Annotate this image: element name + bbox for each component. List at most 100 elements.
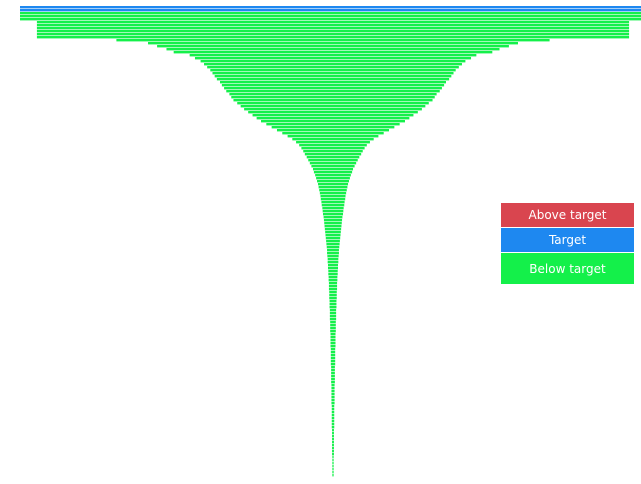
funnel-bar-below-target xyxy=(331,375,335,378)
funnel-bar-below-target xyxy=(327,264,339,267)
funnel-bar-below-target xyxy=(330,348,336,351)
funnel-bar-below-target xyxy=(212,72,454,75)
funnel-bar-below-target xyxy=(229,93,437,96)
funnel-bar-below-target xyxy=(20,15,641,18)
funnel-bar-below-target xyxy=(328,282,338,285)
funnel-bar-below-target xyxy=(231,96,435,99)
funnel-bar-below-target xyxy=(325,231,341,234)
funnel-bar-below-target xyxy=(330,360,336,363)
funnel-bar-below-target xyxy=(322,207,344,210)
funnel-bar-below-target xyxy=(256,117,410,120)
legend-item-target: Target xyxy=(501,228,634,252)
funnel-bar-below-target xyxy=(319,192,347,195)
funnel-bar-below-target xyxy=(327,249,339,252)
funnel-bar-below-target xyxy=(292,138,374,141)
funnel-bar-below-target xyxy=(332,435,334,438)
funnel-bar-below-target xyxy=(330,363,336,366)
funnel-bar-below-target xyxy=(322,213,344,216)
funnel-bar-below-target xyxy=(266,123,400,126)
funnel-bar-below-target xyxy=(330,351,336,354)
funnel-bar-below-target xyxy=(331,399,335,402)
funnel-bar-below-target xyxy=(207,66,459,69)
funnel-bar-below-target xyxy=(330,324,336,327)
funnel-bar-below-target xyxy=(210,69,456,72)
funnel-bar-below-target xyxy=(329,297,337,300)
funnel-bar-below-target xyxy=(328,273,338,276)
funnel-bar-below-target xyxy=(299,144,367,147)
funnel-bar-below-target xyxy=(220,81,446,84)
funnel-bar-below-target xyxy=(332,441,334,444)
funnel-bar-below-target xyxy=(332,459,334,462)
funnel-bar-below-target xyxy=(328,288,338,291)
funnel-bar-below-target xyxy=(331,411,335,414)
funnel-bar-below-target xyxy=(189,54,477,57)
funnel-bar-below-target xyxy=(248,111,418,114)
funnel-bar-below-target xyxy=(329,303,337,306)
funnel-bar-below-target xyxy=(157,45,509,48)
funnel-bar-below-target xyxy=(20,18,641,21)
funnel-bar-below-target xyxy=(240,105,426,108)
funnel-bar-below-target xyxy=(331,420,335,423)
funnel-bar-below-target xyxy=(329,294,337,297)
funnel-bar-below-target xyxy=(330,339,336,342)
funnel-bar-below-target xyxy=(329,315,337,318)
funnel-bar-below-target xyxy=(331,396,335,399)
funnel-bar-below-target xyxy=(332,465,334,468)
funnel-bar-below-target xyxy=(261,120,405,123)
funnel-bar-below-target xyxy=(332,429,334,432)
funnel-bar-below-target xyxy=(321,201,345,204)
funnel-bar-below-target xyxy=(330,321,336,324)
funnel-bar-below-target xyxy=(332,438,334,441)
funnel-bar-below-target xyxy=(330,333,336,336)
funnel-bar-target xyxy=(20,6,641,9)
funnel-bar-below-target xyxy=(330,330,336,333)
funnel-bar-below-target xyxy=(276,129,390,132)
funnel-bar-below-target xyxy=(332,432,334,435)
funnel-bar-below-target xyxy=(331,414,335,417)
funnel-bar-below-target xyxy=(303,150,363,153)
funnel-bar-below-target xyxy=(331,393,335,396)
funnel-bar-below-target xyxy=(166,48,500,51)
funnel-bar-below-target xyxy=(331,408,335,411)
funnel-bar-below-target xyxy=(214,75,452,78)
funnel-bar-below-target xyxy=(287,135,379,138)
funnel-bar-below-target xyxy=(322,210,344,213)
funnel-bar-below-target xyxy=(323,219,343,222)
funnel-bar-below-target xyxy=(36,21,630,24)
funnel-bar-below-target xyxy=(321,204,345,207)
funnel-bar-below-target xyxy=(327,258,339,261)
funnel-bar-below-target xyxy=(326,243,340,246)
funnel-bar-below-target xyxy=(331,366,335,369)
funnel-bar-below-target xyxy=(308,159,358,162)
funnel-bar-below-target xyxy=(329,291,337,294)
funnel-bar-below-target xyxy=(332,462,334,465)
funnel-bar-below-target xyxy=(309,162,357,165)
funnel-bar-below-target xyxy=(36,27,630,30)
funnel-bar-below-target xyxy=(328,270,338,273)
funnel-bar-below-target xyxy=(173,51,493,54)
funnel-bar-below-target xyxy=(224,87,442,90)
funnel-bar-below-target xyxy=(331,405,335,408)
funnel-bar-below-target xyxy=(330,345,336,348)
funnel-bar-below-target xyxy=(319,189,347,192)
funnel-bar-below-target xyxy=(332,450,334,453)
funnel-bar-below-target xyxy=(332,471,334,474)
funnel-bar-below-target xyxy=(329,318,337,321)
funnel-bar-below-target xyxy=(332,468,334,471)
funnel-bar-below-target xyxy=(320,195,346,198)
funnel-bar-below-target xyxy=(331,426,335,429)
funnel-bar-below-target xyxy=(36,24,630,27)
funnel-bar-below-target xyxy=(304,153,362,156)
funnel-bar-below-target xyxy=(329,309,337,312)
funnel-bar-below-target xyxy=(324,228,342,231)
funnel-bar-below-target xyxy=(331,423,335,426)
funnel-bar-below-target xyxy=(226,90,440,93)
funnel-bar-below-target xyxy=(331,378,335,381)
funnel-bar-below-target xyxy=(296,141,370,144)
legend-item-below-target: Below target xyxy=(501,253,634,284)
funnel-bar-below-target xyxy=(325,237,341,240)
funnel-bar-below-target xyxy=(331,372,335,375)
funnel-bar-below-target xyxy=(221,84,445,87)
funnel-bar-below-target xyxy=(327,252,339,255)
